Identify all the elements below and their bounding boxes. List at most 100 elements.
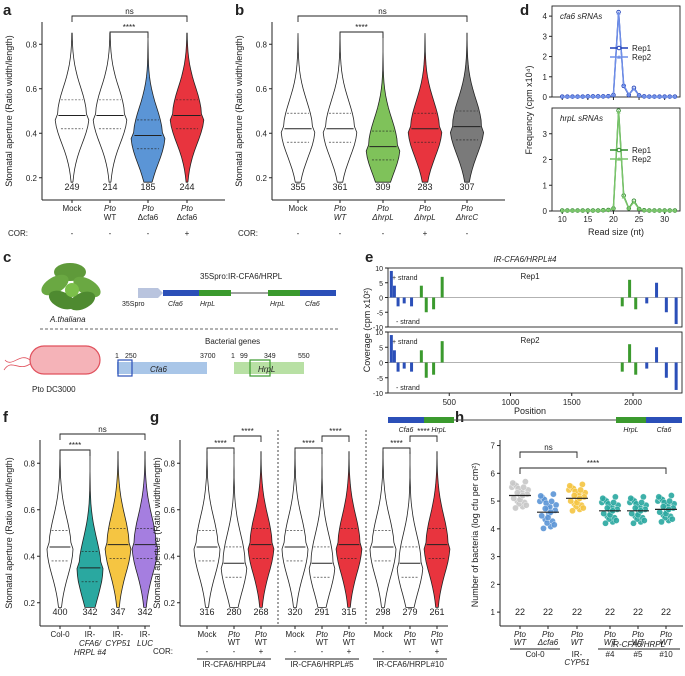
cor-sign-b-3: + — [423, 229, 428, 238]
point-d-top-1-1 — [565, 94, 570, 99]
y-tick-label-b-2: 0.4 — [256, 129, 268, 138]
violin-body-g-2-0 — [369, 451, 397, 608]
point-d-bottom-1-16 — [642, 208, 647, 212]
y-tick-label-a-1: 0.6 — [26, 85, 38, 94]
x-label-b-1: Pto — [334, 204, 347, 213]
x-label-h-4: Pto — [632, 630, 645, 639]
n-label-g-0-0: 316 — [199, 607, 214, 617]
y-tick-label-e-rep1-0: 10 — [375, 266, 383, 273]
sig-bracket-g-0-b — [233, 435, 262, 442]
x-label-f-3: IR- — [140, 630, 151, 639]
point-d-top-1-13 — [626, 92, 631, 97]
sig-bracket-h-ns — [519, 451, 578, 458]
x-label2-f-1: CFA6/ — [79, 639, 102, 648]
y-axis-title-e: Coverage (cpm x10²) — [362, 288, 372, 373]
legend-marker-d-top-0 — [616, 45, 622, 51]
n-label-f-2: 347 — [110, 607, 125, 617]
coverage-bar-e-rep1-8 — [440, 276, 444, 298]
dot-h-1-17 — [548, 498, 555, 505]
point-d-top-1-10 — [611, 92, 616, 97]
cor-sign-a-1: - — [109, 229, 112, 238]
group-label-h-3: IR-CFA6/HRPL — [611, 640, 665, 649]
violin-body-f-2 — [104, 451, 132, 608]
y-tick-label-f-3: 0.2 — [24, 599, 36, 608]
gene-label-e-1: HrpL — [431, 427, 446, 434]
violin-g-0-1 — [220, 451, 248, 608]
dot-h-5-18 — [669, 515, 676, 523]
point-d-top-1-6 — [590, 94, 595, 98]
y-tick-label-d-bottom-2: 2 — [543, 156, 548, 165]
y-tick-label-b-3: 0.2 — [256, 174, 268, 183]
n-label-b-1: 361 — [332, 182, 347, 192]
violin-b-3 — [407, 33, 443, 183]
coverage-bar-e-rep2-5 — [419, 350, 423, 363]
y-axis-title-a: Stomatal aperture (Ratio width/length) — [4, 35, 14, 187]
violin-body-f-0 — [46, 451, 74, 608]
x-tick-label-d-2: 20 — [609, 215, 618, 224]
track-rep-label-e-rep2: Rep2 — [520, 336, 540, 345]
y-axis-title-f: Stomatal aperture (Ratio width/length) — [4, 457, 14, 609]
point-d-top-1-12 — [621, 82, 626, 87]
n-label-g-2-2: 261 — [429, 607, 444, 617]
coverage-bar-e-rep2-15 — [674, 362, 678, 390]
dot-h-0-14 — [512, 504, 519, 512]
point-d-bottom-1-12 — [621, 194, 626, 199]
sig-bracket-g-2-a — [382, 447, 411, 454]
sig-bracket-g-2-b — [409, 435, 438, 442]
construct-cfa6-fwd — [163, 290, 199, 296]
sig-bracket-g-1-a — [294, 447, 323, 454]
panel-label-a: a — [3, 2, 12, 19]
x-label-h-0: Pto — [514, 630, 527, 639]
n-label-h-3: 22 — [605, 607, 615, 617]
x-label-h-5: Pto — [660, 630, 673, 639]
violin-g-1-0 — [281, 451, 309, 608]
x-sublabel-g-0-2: WT — [255, 638, 268, 647]
x-label-a-2: Pto — [142, 204, 155, 213]
dot-h-2-7 — [567, 497, 575, 505]
dot-h-2-5 — [579, 481, 586, 488]
point-d-top-1-2 — [570, 94, 575, 99]
x-label-b-2: Pto — [377, 204, 390, 213]
coverage-bar-e-rep1-4 — [410, 297, 414, 307]
cor-sign-a-0: - — [71, 229, 74, 238]
x-label-h-3: Pto — [604, 630, 617, 639]
violin-body-b-2 — [365, 33, 401, 183]
minus-strand-label-e-rep2: - strand — [396, 385, 420, 392]
cor-sign-g-0-0: - — [206, 647, 209, 656]
n-label-g-0-1: 280 — [226, 607, 241, 617]
point-d-bottom-1-3 — [575, 208, 580, 213]
group-label-h-5: #5 — [634, 650, 643, 659]
track-title-e: IR-CFA6/HRPL#4 — [494, 255, 558, 264]
dot-h-1-20 — [544, 514, 552, 521]
violin-a-0 — [54, 32, 90, 183]
sig-bracket-g-0-a — [206, 447, 235, 454]
point-d-bottom-1-8 — [601, 208, 606, 212]
dot-h-3-17 — [610, 499, 617, 506]
point-d-top-1-16 — [642, 94, 647, 98]
point-d-bottom-1-7 — [596, 208, 601, 213]
n-label-f-3: 342 — [137, 607, 152, 617]
y-tick-label-g-1: 0.6 — [164, 506, 176, 515]
point-d-top-1-11 — [616, 11, 621, 15]
x-tick-label-e-2: 1500 — [563, 398, 581, 407]
x-sublabel-h-4: WT — [632, 638, 646, 647]
violin-body-g-0-1 — [220, 451, 248, 608]
coverage-bar-e-rep2-0 — [389, 335, 393, 363]
violin-body-a-1 — [92, 32, 128, 183]
group-label-g-1: IR-CFA6/HRPL#5 — [290, 660, 354, 669]
point-d-top-1-21 — [667, 94, 672, 99]
y-tick-label-h-1: 6 — [491, 469, 496, 478]
coverage-bar-e-rep2-10 — [628, 344, 632, 363]
cfa6-coord-1: 1 — [115, 353, 119, 360]
subplot-title-d-top: cfa6 sRNAs — [560, 12, 602, 21]
sig-bracket-g-1-a-label: **** — [302, 439, 314, 448]
y-tick-label-e-rep1-1: 5 — [379, 281, 383, 288]
sig-bracket-a-star-label: **** — [123, 23, 135, 32]
point-d-bottom-1-10 — [611, 206, 616, 211]
plant-illustration — [41, 263, 101, 311]
bacteria-title: Bacterial genes — [205, 337, 260, 346]
panel-label-f: f — [3, 409, 9, 426]
x-label-g-0-0: Mock — [197, 630, 217, 639]
dot-h-4-5 — [640, 493, 647, 501]
